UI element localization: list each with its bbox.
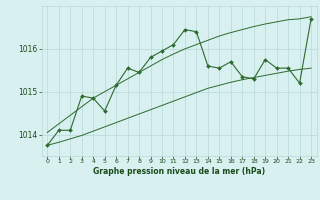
X-axis label: Graphe pression niveau de la mer (hPa): Graphe pression niveau de la mer (hPa) [93,167,265,176]
